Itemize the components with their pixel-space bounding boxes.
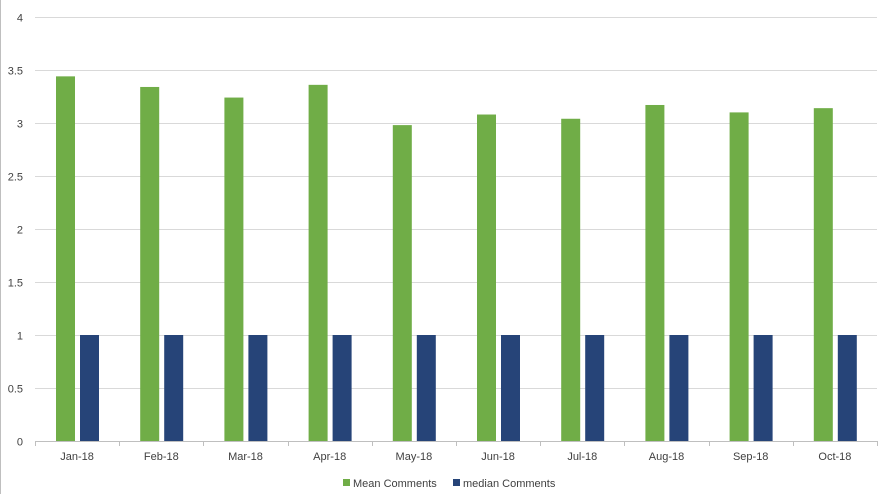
y-axis-ticks: 0 0.5 1 1.5 2 2.5 3 3.5 4 <box>8 13 23 449</box>
bar-mean-comments <box>477 114 496 442</box>
legend-label: Mean Comments <box>353 478 437 490</box>
y-tick-label: 3 <box>17 119 23 131</box>
bar-median-comments <box>753 335 773 441</box>
x-tick-label: Mar-18 <box>228 451 263 463</box>
y-tick-label: 2 <box>17 225 23 237</box>
gridlines <box>35 17 877 389</box>
x-tick-label: Aug-18 <box>649 451 684 463</box>
y-tick-label: 0 <box>17 437 23 449</box>
bar-median-comments <box>164 335 184 441</box>
x-tick-label: Jun-18 <box>481 451 515 463</box>
bar-mean-comments <box>392 125 412 442</box>
bar-mean-comments <box>140 86 160 442</box>
bar-mean-comments <box>645 104 665 441</box>
x-tick-label: Apr-18 <box>313 451 346 463</box>
bar-median-comments <box>669 335 689 441</box>
bar-mean-comments <box>56 76 75 442</box>
y-tick-label: 3.5 <box>8 66 23 78</box>
x-tick-label: May-18 <box>396 451 433 463</box>
bars <box>56 76 857 442</box>
legend: Mean Comments median Comments <box>343 478 556 490</box>
bar-median-comments <box>837 335 857 441</box>
bar-mean-comments <box>224 97 244 441</box>
bar-mean-comments <box>308 84 328 441</box>
bar-median-comments <box>80 335 99 441</box>
x-tick-label: Feb-18 <box>144 451 179 463</box>
bar-median-comments <box>501 335 520 441</box>
x-axis: Jan-18 Feb-18 Mar-18 Apr-18 May-18 Jun-18 Jul-… <box>35 441 878 463</box>
bar-mean-comments <box>813 108 833 441</box>
bar-median-comments <box>332 335 352 441</box>
bar-median-comments <box>248 335 268 441</box>
legend-label: median Comments <box>463 478 556 490</box>
x-tick-label: Oct-18 <box>818 451 851 463</box>
x-tick-label: Jan-18 <box>60 451 94 463</box>
x-tick-label: Sep-18 <box>733 451 768 463</box>
bar-median-comments <box>416 335 436 441</box>
bar-mean-comments <box>729 112 749 442</box>
y-tick-label: 1.5 <box>8 278 23 290</box>
x-tick-label: Jul-18 <box>567 451 597 463</box>
y-tick-label: 2.5 <box>8 172 23 184</box>
bar-mean-comments <box>561 118 581 441</box>
legend-swatch <box>453 479 460 486</box>
bar-median-comments <box>585 335 605 441</box>
y-tick-label: 1 <box>17 331 23 343</box>
y-tick-label: 4 <box>17 13 23 25</box>
y-tick-label: 0.5 <box>8 384 23 396</box>
legend-swatch <box>343 479 350 486</box>
